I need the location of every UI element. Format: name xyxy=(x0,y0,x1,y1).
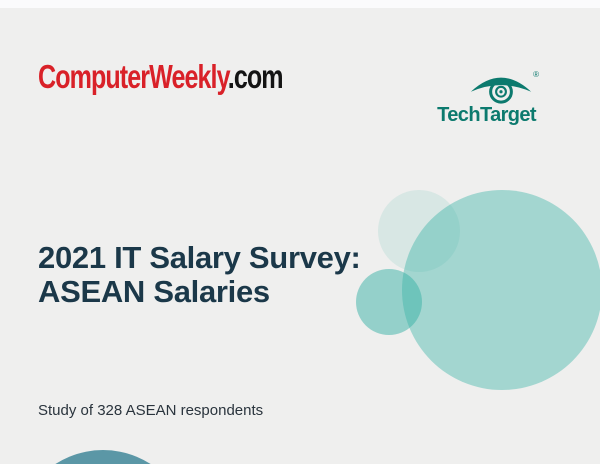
bg-circle-light xyxy=(378,190,460,272)
techtarget-eye-icon xyxy=(470,77,532,104)
page-title: 2021 IT Salary Survey: ASEAN Salaries xyxy=(38,239,600,309)
computerweekly-logo: ComputerWeekly.com xyxy=(38,58,494,96)
techtarget-logo: ® TechTarget xyxy=(420,66,539,128)
computerweekly-logo-text: ComputerWeekly xyxy=(38,58,229,95)
bg-circle-small xyxy=(356,269,422,335)
title-line2: ASEAN Salaries xyxy=(38,273,270,309)
bg-circle-bottom xyxy=(15,450,191,464)
registered-mark: ® xyxy=(533,70,539,79)
bg-circle-large xyxy=(402,190,600,390)
top-strip xyxy=(0,0,600,8)
computerweekly-logo-suffix: .com xyxy=(227,58,284,95)
title-line1: 2021 IT Salary Survey: xyxy=(38,239,361,275)
page-subtitle: Study of 328 ASEAN respondents xyxy=(38,401,264,419)
techtarget-logo-text: TechTarget xyxy=(437,104,536,126)
